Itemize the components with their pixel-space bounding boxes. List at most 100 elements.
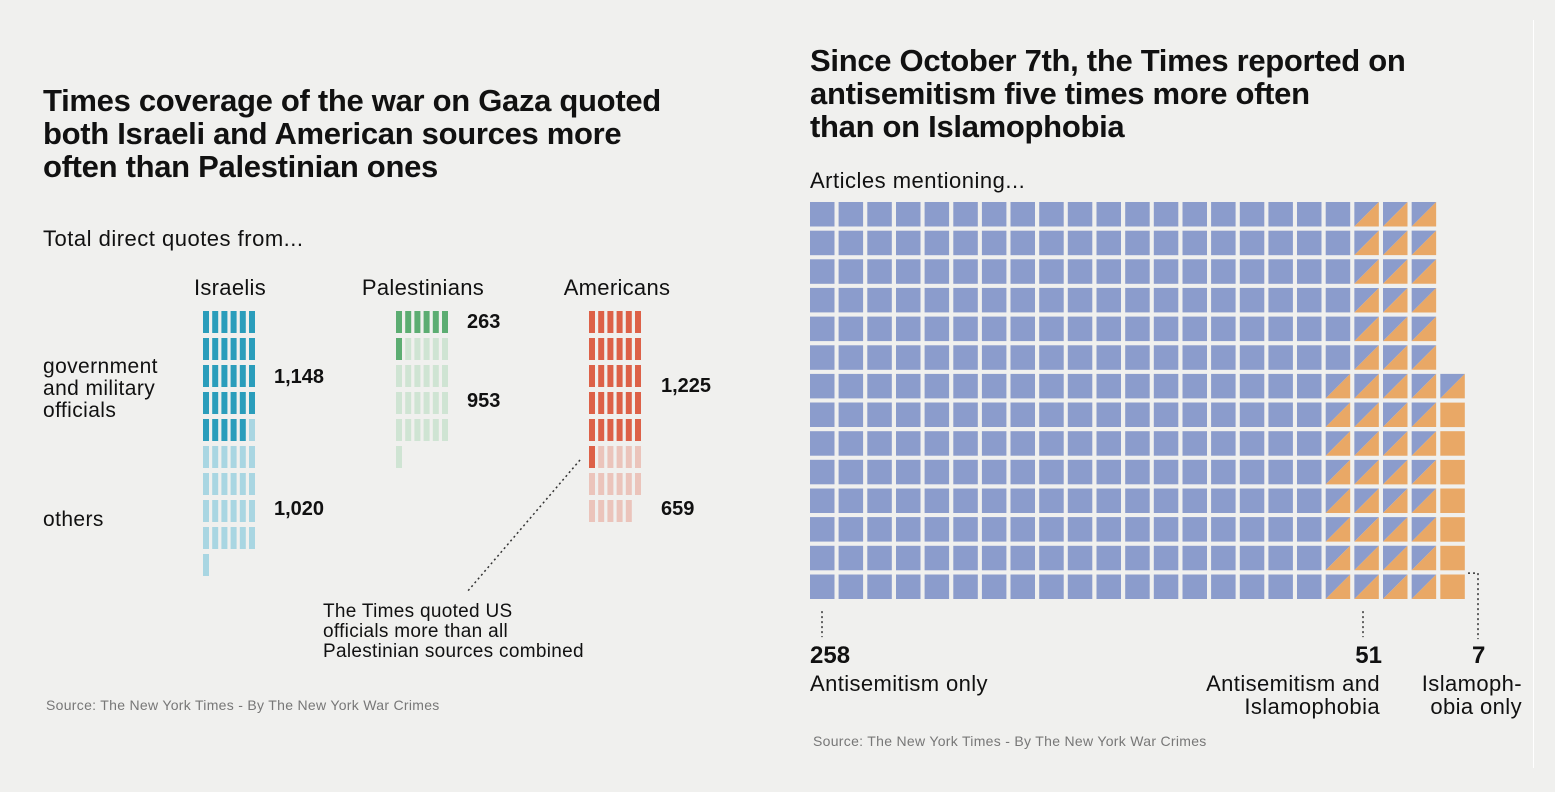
- cell-both: [1383, 259, 1408, 284]
- icon-americans-government: [589, 311, 595, 333]
- icon-palestinians-others: [405, 392, 412, 414]
- cell-antisemitism-only: [1182, 202, 1207, 227]
- count-palestinians-others: 953: [467, 390, 501, 412]
- icon-americans-government: [589, 392, 595, 414]
- icon-americans-government: [589, 365, 595, 387]
- cell-antisemitism-only: [1268, 459, 1293, 485]
- panel-divider: [1533, 20, 1534, 768]
- cell-antisemitism-only: [953, 202, 978, 227]
- icon-israelis-government: [203, 311, 209, 333]
- icon-palestinians-others: [396, 392, 402, 414]
- cell-antisemitism-only: [1239, 230, 1265, 256]
- icon-americans-government: [625, 392, 632, 414]
- cell-antisemitism-only: [867, 517, 892, 542]
- cell-both: [1411, 202, 1437, 227]
- cell-antisemitism-only: [1211, 373, 1236, 399]
- cell-antisemitism-only: [896, 459, 921, 485]
- icon-palestinians-others: [432, 365, 439, 387]
- cell-antisemitism-only: [953, 431, 978, 456]
- cell-antisemitism-only: [896, 287, 921, 313]
- cell-antisemitism-only: [1239, 202, 1265, 227]
- icon-americans-others: [625, 446, 632, 468]
- cell-antisemitism-only: [953, 373, 978, 399]
- cell-antisemitism-only: [867, 488, 892, 513]
- cell-antisemitism-only: [810, 517, 835, 542]
- cell-antisemitism-only: [810, 345, 835, 370]
- icon-israelis-government: [239, 338, 246, 360]
- cell-antisemitism-only: [1067, 230, 1093, 256]
- cell-antisemitism-only: [1268, 287, 1293, 313]
- cell-antisemitism-only: [867, 202, 892, 227]
- cell-both: [1411, 373, 1437, 399]
- cell-antisemitism-only: [1182, 373, 1207, 399]
- cell-antisemitism-only: [1182, 316, 1207, 342]
- cell-both: [1325, 431, 1351, 456]
- cell-antisemitism-only: [838, 202, 864, 227]
- cell-both: [1411, 488, 1437, 513]
- cell-antisemitism-only: [1039, 202, 1064, 227]
- cell-antisemitism-only: [924, 431, 950, 456]
- cell-antisemitism-only: [1182, 459, 1207, 485]
- cell-both: [1411, 287, 1437, 313]
- cell-antisemitism-only: [1239, 545, 1265, 571]
- icon-israelis-others: [239, 473, 246, 495]
- cell-antisemitism-only: [981, 230, 1007, 256]
- label-both: Antisemitism and Islamophobia: [1206, 671, 1380, 719]
- icon-americans-government: [607, 392, 614, 414]
- cell-antisemitism-only: [810, 373, 835, 399]
- cell-both: [1325, 402, 1351, 428]
- cell-antisemitism-only: [924, 259, 950, 284]
- cell-antisemitism-only: [1125, 431, 1150, 456]
- icon-palestinians-government: [414, 311, 421, 333]
- icon-americans-government: [635, 338, 641, 360]
- icon-israelis-others: [212, 500, 219, 522]
- icon-israelis-others: [221, 446, 228, 468]
- icon-israelis-others: [230, 527, 237, 549]
- cell-antisemitism-only: [1039, 488, 1064, 513]
- cell-antisemitism-only: [1010, 230, 1035, 256]
- cell-both: [1383, 345, 1408, 370]
- icon-israelis-others: [212, 527, 219, 549]
- cell-antisemitism-only: [1239, 316, 1265, 342]
- cell-antisemitism-only: [838, 459, 864, 485]
- cell-antisemitism-only: [810, 459, 835, 485]
- cell-antisemitism-only: [981, 459, 1007, 485]
- cell-antisemitism-only: [1010, 259, 1035, 284]
- cell-antisemitism-only: [838, 402, 864, 427]
- cell-antisemitism-only: [1125, 517, 1150, 542]
- icon-americans-others: [635, 446, 641, 468]
- cell-antisemitism-only: [1153, 202, 1179, 227]
- cell-antisemitism-only: [1039, 373, 1064, 399]
- cell-antisemitism-only: [1182, 230, 1207, 256]
- icon-israelis-government: [203, 419, 209, 441]
- cell-antisemitism-only: [1211, 316, 1236, 342]
- cell-antisemitism-only: [838, 230, 864, 256]
- cell-antisemitism-only: [1096, 402, 1121, 427]
- cell-antisemitism-only: [1010, 459, 1035, 485]
- cell-antisemitism-only: [1211, 431, 1236, 456]
- count-israelis-government: 1,148: [274, 366, 325, 388]
- cell-antisemitism-only: [1096, 373, 1121, 399]
- icon-americans-others: [598, 500, 605, 522]
- cell-antisemitism-only: [1067, 287, 1093, 313]
- cell-antisemitism-only: [924, 402, 950, 427]
- cell-islamophobia-only: [1440, 488, 1465, 513]
- icon-israelis-others: [212, 446, 219, 468]
- cell-antisemitism-only: [953, 488, 978, 513]
- icon-israelis-others: [249, 419, 255, 441]
- cell-antisemitism-only: [1297, 574, 1322, 599]
- icon-israelis-others: [230, 473, 237, 495]
- cell-antisemitism-only: [896, 202, 921, 227]
- cell-antisemitism-only: [1268, 202, 1293, 227]
- cell-antisemitism-only: [1239, 431, 1265, 456]
- cell-antisemitism-only: [867, 459, 892, 485]
- cell-antisemitism-only: [924, 202, 950, 227]
- cell-antisemitism-only: [867, 230, 892, 256]
- icon-americans-government: [625, 419, 632, 441]
- icon-israelis-government: [212, 311, 219, 333]
- cell-both: [1411, 459, 1437, 485]
- cell-antisemitism-only: [1325, 202, 1351, 227]
- icon-palestinians-others: [432, 338, 439, 360]
- cell-both: [1411, 517, 1437, 542]
- icon-americans-government: [607, 365, 614, 387]
